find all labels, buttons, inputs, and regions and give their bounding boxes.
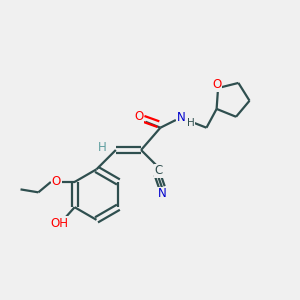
Text: O: O [212,78,221,91]
Text: N: N [177,111,186,124]
Text: C: C [155,164,163,177]
Text: O: O [52,176,61,188]
Text: N: N [158,187,166,200]
Text: H: H [187,118,195,128]
Text: OH: OH [51,217,69,230]
Text: O: O [134,110,143,123]
Text: H: H [98,140,107,154]
